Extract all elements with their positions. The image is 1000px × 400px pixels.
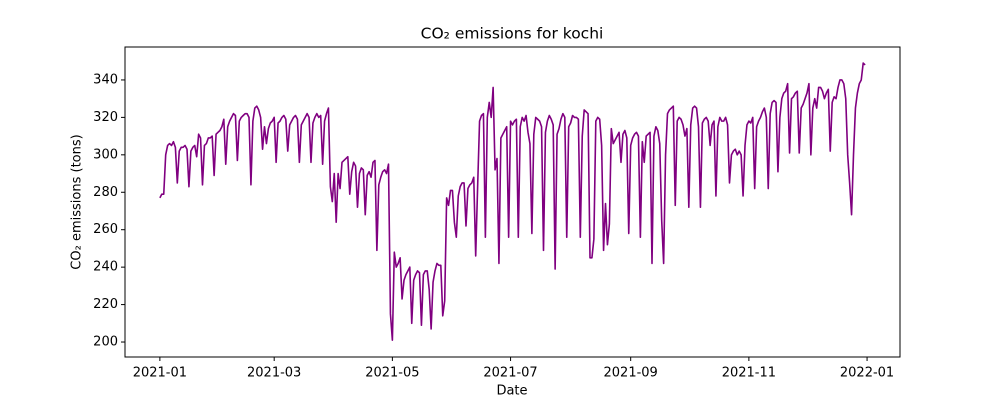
y-tick-label: 340 <box>93 72 118 87</box>
y-tick-label: 280 <box>93 185 118 200</box>
data-line <box>159 62 866 341</box>
x-tick-label: 2021-11 <box>722 366 776 381</box>
x-tick-label: 2021-03 <box>247 366 301 381</box>
x-tick-label: 2021-09 <box>604 366 658 381</box>
y-tick-label: 200 <box>93 335 118 350</box>
x-tick-label: 2021-07 <box>483 366 537 381</box>
x-tick-label: 2021-05 <box>365 366 419 381</box>
x-axis-label: Date <box>496 384 527 399</box>
y-axis-label: CO₂ emissions (tons) <box>70 134 85 269</box>
y-tick-label: 260 <box>93 222 118 237</box>
x-tick-label: 2022-01 <box>840 366 894 381</box>
chart-title: CO₂ emissions for kochi <box>421 25 604 43</box>
y-tick-label: 300 <box>93 147 118 162</box>
y-tick-label: 240 <box>93 260 118 275</box>
y-tick-label: 220 <box>93 297 118 312</box>
plot-frame <box>124 46 901 358</box>
x-tick-label: 2021-01 <box>133 366 187 381</box>
y-tick-label: 320 <box>93 110 118 125</box>
